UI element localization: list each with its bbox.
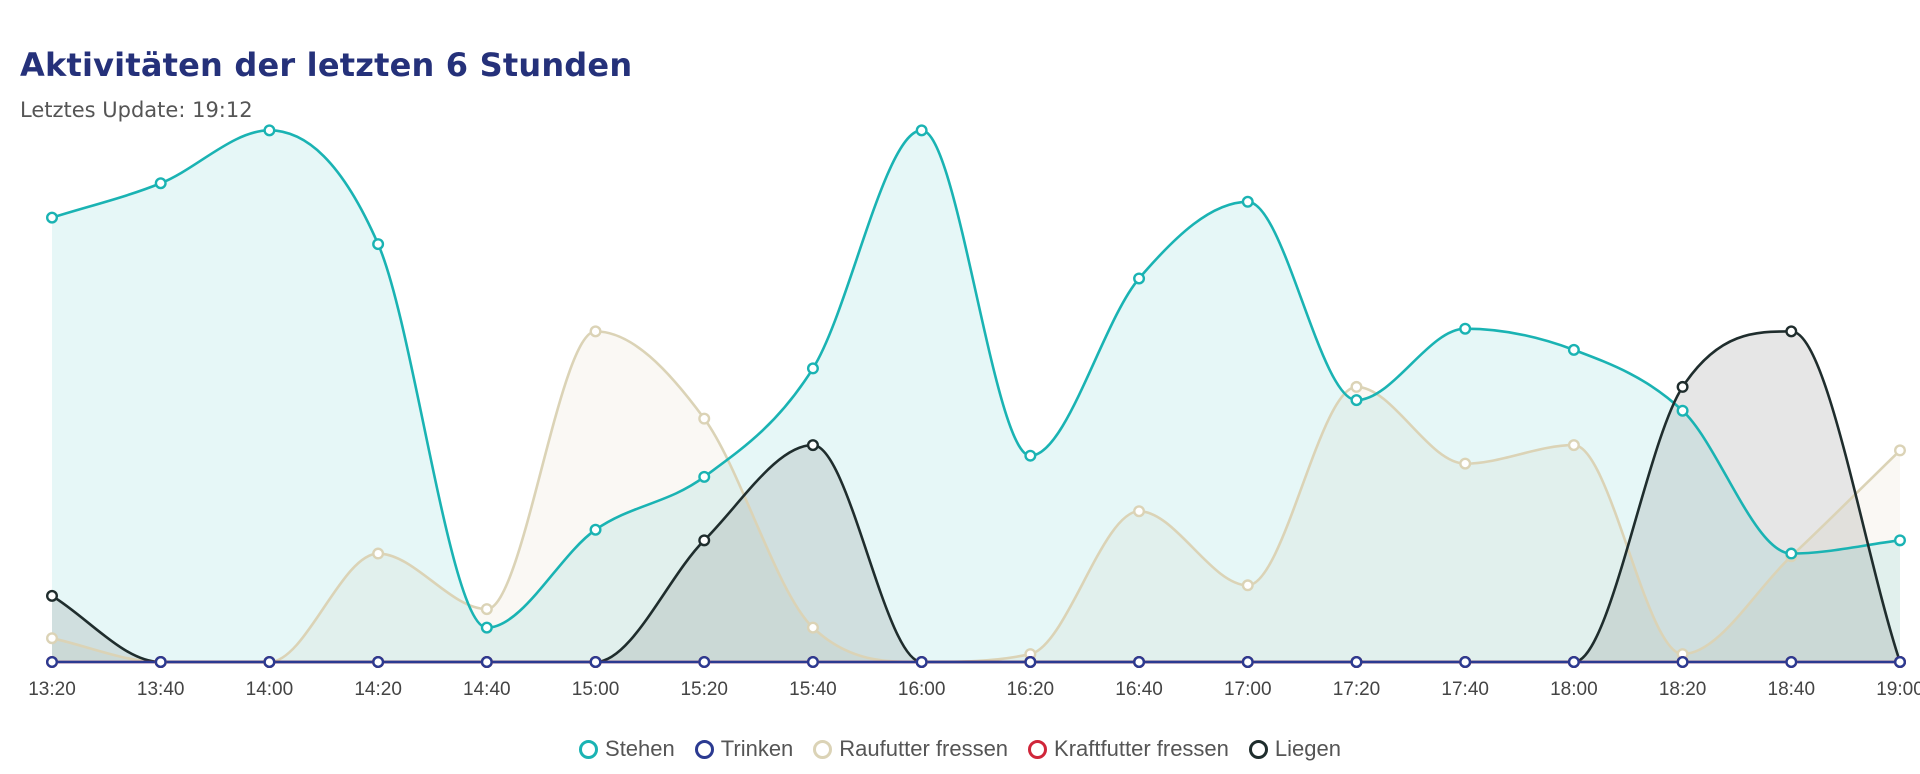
point-liegen-1520[interactable] bbox=[698, 534, 711, 547]
point-trinken-1740[interactable] bbox=[1459, 656, 1472, 669]
legend-marker-icon bbox=[694, 739, 714, 759]
x-tick-label: 15:20 bbox=[680, 679, 728, 700]
point-stehen-1420[interactable] bbox=[372, 238, 385, 251]
point-stehen-1800[interactable] bbox=[1567, 343, 1580, 356]
point-stehen-1740[interactable] bbox=[1459, 322, 1472, 335]
point-stehen-1820[interactable] bbox=[1676, 404, 1689, 417]
point-stehen-1620[interactable] bbox=[1024, 449, 1037, 462]
x-tick-label: 18:20 bbox=[1659, 679, 1707, 700]
line-raufutter-fressen bbox=[50, 330, 1902, 664]
point-trinken-1320[interactable] bbox=[46, 656, 59, 669]
point-stehen-1340[interactable] bbox=[154, 177, 167, 190]
point-stehen-1440[interactable] bbox=[480, 621, 493, 634]
point-raufutter-fressen-1740[interactable] bbox=[1459, 457, 1472, 470]
chart-title: Aktivitäten der letzten 6 Stunden bbox=[20, 46, 633, 84]
point-trinken-1600[interactable] bbox=[915, 656, 928, 669]
legend-item-liegen[interactable]: Liegen bbox=[1248, 736, 1341, 762]
point-liegen-1320[interactable] bbox=[46, 589, 59, 602]
point-stehen-1600[interactable] bbox=[915, 124, 928, 137]
point-stehen-1900[interactable] bbox=[1893, 534, 1906, 547]
legend-marker-icon bbox=[1248, 739, 1268, 759]
area-stehen bbox=[52, 130, 1900, 662]
point-trinken-1500[interactable] bbox=[589, 656, 602, 669]
x-tick-label: 19:00 bbox=[1876, 679, 1920, 700]
point-raufutter-fressen-1540[interactable] bbox=[806, 621, 819, 634]
point-trinken-1400[interactable] bbox=[263, 656, 276, 669]
point-trinken-1840[interactable] bbox=[1785, 656, 1798, 669]
x-tick-label: 15:00 bbox=[572, 679, 620, 700]
point-trinken-1720[interactable] bbox=[1350, 656, 1363, 669]
point-trinken-1340[interactable] bbox=[154, 656, 167, 669]
point-liegen-1820[interactable] bbox=[1676, 380, 1689, 393]
point-trinken-1900[interactable] bbox=[1893, 656, 1906, 669]
area-layer bbox=[52, 130, 1900, 662]
point-raufutter-fressen-1440[interactable] bbox=[480, 603, 493, 616]
x-tick-label: 16:00 bbox=[898, 679, 946, 700]
point-trinken-1800[interactable] bbox=[1567, 656, 1580, 669]
point-raufutter-fressen-1520[interactable] bbox=[698, 412, 711, 425]
point-trinken-1640[interactable] bbox=[1133, 656, 1146, 669]
point-liegen-1840[interactable] bbox=[1785, 325, 1798, 338]
area-liegen bbox=[52, 331, 1900, 662]
x-tick-label: 15:40 bbox=[789, 679, 837, 700]
point-stehen-1720[interactable] bbox=[1350, 394, 1363, 407]
x-tick-label: 17:40 bbox=[1441, 679, 1489, 700]
legend-item-stehen[interactable]: Stehen bbox=[579, 736, 675, 762]
x-tick-label: 14:40 bbox=[463, 679, 511, 700]
point-raufutter-fressen-1700[interactable] bbox=[1241, 579, 1254, 592]
area-raufutter-fressen bbox=[52, 331, 1900, 662]
legend-item-kraftfutter-fressen[interactable]: Kraftfutter fressen bbox=[1028, 736, 1229, 762]
chart-legend: Stehen Trinken Raufutter fressen Kraftfutte… bbox=[0, 736, 1920, 762]
point-raufutter-fressen-1720[interactable] bbox=[1350, 380, 1363, 393]
x-tick-label: 16:40 bbox=[1115, 679, 1163, 700]
legend-item-trinken[interactable]: Trinken bbox=[694, 736, 794, 762]
point-trinken-1420[interactable] bbox=[372, 656, 385, 669]
point-trinken-1440[interactable] bbox=[480, 656, 493, 669]
point-raufutter-fressen-1420[interactable] bbox=[372, 547, 385, 560]
x-tick-label: 17:20 bbox=[1333, 679, 1381, 700]
point-stehen-1840[interactable] bbox=[1785, 547, 1798, 560]
last-update-text: Letztes Update: 19:12 bbox=[20, 98, 253, 122]
x-tick-label: 14:00 bbox=[246, 679, 294, 700]
point-trinken-1520[interactable] bbox=[698, 656, 711, 669]
point-stehen-1520[interactable] bbox=[698, 470, 711, 483]
legend-label: Raufutter fressen bbox=[839, 736, 1009, 761]
legend-marker-icon bbox=[1028, 739, 1048, 759]
point-raufutter-fressen-1800[interactable] bbox=[1567, 439, 1580, 452]
x-tick-label: 18:00 bbox=[1550, 679, 1598, 700]
point-raufutter-fressen-1320[interactable] bbox=[46, 632, 59, 645]
line-layer bbox=[50, 129, 1902, 664]
x-tick-label: 14:20 bbox=[354, 679, 402, 700]
point-layer bbox=[46, 124, 1906, 669]
legend-label: Trinken bbox=[720, 736, 794, 761]
point-raufutter-fressen-1640[interactable] bbox=[1133, 505, 1146, 518]
point-liegen-1540[interactable] bbox=[806, 439, 819, 452]
x-tick-label: 17:00 bbox=[1224, 679, 1272, 700]
point-stehen-1540[interactable] bbox=[806, 362, 819, 375]
point-trinken-1820[interactable] bbox=[1676, 656, 1689, 669]
line-stehen bbox=[50, 129, 1902, 629]
point-trinken-1540[interactable] bbox=[806, 656, 819, 669]
legend-label: Stehen bbox=[605, 736, 675, 761]
point-trinken-1620[interactable] bbox=[1024, 656, 1037, 669]
legend-marker-icon bbox=[813, 739, 833, 759]
x-tick-label: 13:40 bbox=[137, 679, 185, 700]
x-tick-label: 18:40 bbox=[1768, 679, 1816, 700]
x-tick-label: 16:20 bbox=[1007, 679, 1055, 700]
point-stehen-1320[interactable] bbox=[46, 211, 59, 224]
point-raufutter-fressen-1500[interactable] bbox=[589, 325, 602, 338]
x-axis: 13:20 13:40 14:00 14:20 14:40 15:00 15:20 15:40… bbox=[28, 679, 1920, 700]
legend-label: Kraftfutter fressen bbox=[1054, 736, 1229, 761]
point-stehen-1700[interactable] bbox=[1241, 195, 1254, 208]
point-stehen-1500[interactable] bbox=[589, 523, 602, 536]
point-stehen-1400[interactable] bbox=[263, 124, 276, 137]
point-stehen-1640[interactable] bbox=[1133, 272, 1146, 285]
point-raufutter-fressen-1900[interactable] bbox=[1893, 444, 1906, 457]
x-tick-label: 13:20 bbox=[28, 679, 76, 700]
point-trinken-1700[interactable] bbox=[1241, 656, 1254, 669]
legend-item-raufutter-fressen[interactable]: Raufutter fressen bbox=[813, 736, 1008, 762]
legend-label: Liegen bbox=[1274, 736, 1341, 761]
legend-marker-icon bbox=[579, 739, 599, 759]
